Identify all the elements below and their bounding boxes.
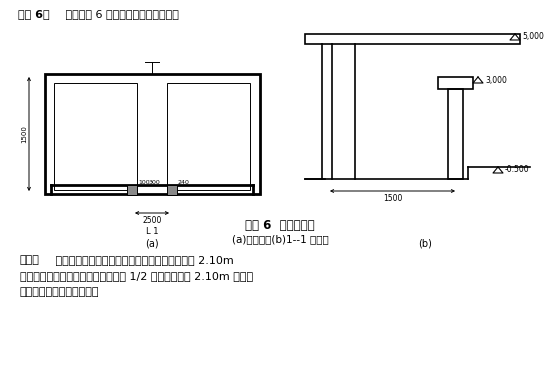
Text: 附图 6  雨篷示意图: 附图 6 雨篷示意图 [245,219,315,232]
Text: (b): (b) [418,238,432,248]
Text: 【解】: 【解】 [20,255,40,265]
Bar [54,83,137,190]
Text: 100: 100 [138,180,150,185]
Text: 240: 240 [178,180,190,185]
Text: L 1: L 1 [146,227,158,236]
Text: 2500: 2500 [142,216,162,225]
Bar [305,34,520,44]
Text: -0.500: -0.500 [505,166,530,174]
Text: 300: 300 [149,180,161,185]
Bar [127,185,137,195]
Text: 【例 6】: 【例 6】 [18,9,50,19]
Text: 5,000: 5,000 [522,33,544,41]
Text: 3,000: 3,000 [485,76,507,84]
Bar [448,89,463,179]
Bar [45,74,260,194]
Text: 的雨篷则不计算建筑面积。: 的雨篷则不计算建筑面积。 [20,287,100,297]
Bar [167,185,177,195]
Text: 者；按雨篷结构板的水平投影面积的 1/2 计算。宽度在 2.10m 及以内: 者；按雨篷结构板的水平投影面积的 1/2 计算。宽度在 2.10m 及以内 [20,271,253,281]
Text: 1500: 1500 [21,125,27,143]
Text: 计算附图 6 所示有柱雨篷建筑面积。: 计算附图 6 所示有柱雨篷建筑面积。 [62,9,179,19]
Text: (a): (a) [145,238,159,248]
Text: 雨篷结构的外边线至外墙结构外边线的宽度超过 2.10m: 雨篷结构的外边线至外墙结构外边线的宽度超过 2.10m [52,255,234,265]
Bar [167,83,250,190]
Text: 1500: 1500 [383,194,402,203]
Text: (a)平面图；(b)1--1 剑面图: (a)平面图；(b)1--1 剑面图 [232,234,328,244]
Bar [438,77,473,89]
